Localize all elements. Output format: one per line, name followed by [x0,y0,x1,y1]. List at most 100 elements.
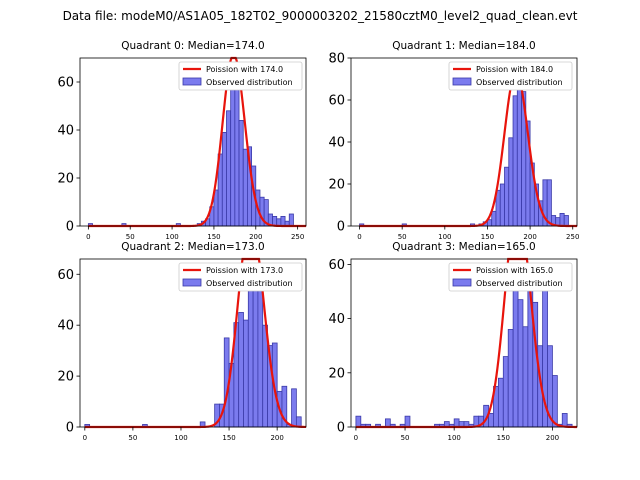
x-tick-label: 0 [86,233,90,241]
legend-curve-label: Poission with 184.0 [476,65,553,74]
axes-frame [350,258,578,428]
x-tick-label: 100 [438,233,451,241]
x-tick-label: 50 [126,233,135,241]
y-tick-label: 20 [57,370,74,385]
x-tick-label: 100 [174,434,187,442]
x-tick-label: 250 [291,233,304,241]
legend-bars-label: Observed distribution [476,279,563,288]
x-tick-label: 150 [481,233,494,241]
y-tick-label: 0 [66,421,74,436]
x-tick-label: 0 [354,434,358,442]
histogram-bar [522,326,529,428]
histogram-bar [559,212,565,227]
legend-box [178,61,303,91]
histogram-bar [404,415,411,428]
legend-curve-label: Poission with 174.0 [206,65,283,74]
legend-curve-label: Poission with 173.0 [206,266,283,275]
histogram-bar [491,210,497,227]
histogram-bar [517,299,524,428]
histogram-bar [226,110,232,227]
plot-area: 0 50 100 150 200 0 20 40 60 [57,257,307,442]
histogram-bar [512,269,519,428]
y-tick-label: 40 [328,312,345,327]
histogram-bar [512,95,518,227]
x-tick-label: 50 [128,434,137,442]
histogram-bar [497,377,504,428]
panel-title: Quadrant 3: Median=165.0 [392,241,535,253]
histogram-bar [546,179,552,227]
figure-title: Data file: modeM0/AS1A05_182T02_90000032… [63,9,578,23]
y-tick-label: 20 [57,172,74,187]
legend: Poission with 165.0 Observed distributio… [448,262,573,292]
legend-box [178,262,303,292]
legend: Poission with 173.0 Observed distributio… [178,262,303,292]
y-tick-label: 20 [328,178,345,193]
x-tick-label: 150 [207,233,220,241]
histogram-bar [234,74,240,227]
x-tick-label: 100 [165,233,178,241]
y-tick-label: 40 [57,124,74,139]
legend: Poission with 174.0 Observed distributio… [178,61,303,91]
legend-bars-swatch [452,77,472,86]
legend-bars-swatch [182,77,202,86]
legend-bars-label: Observed distribution [476,78,563,87]
histogram-bar [453,418,460,428]
histogram-bar [561,413,568,428]
y-tick-label: 60 [328,94,345,109]
histogram-bar [552,375,558,428]
histogram-bar [238,120,244,227]
panel-quadrant-0: Quadrant 0: Median=174.0 0 50 100 150 200 250… [57,40,307,241]
panel-title: Quadrant 2: Median=173.0 [121,241,264,253]
histogram-bar [247,273,254,428]
legend-bars-swatch [452,278,472,287]
x-tick-label: 50 [398,233,407,241]
histogram-bar [230,67,236,227]
y-tick-label: 0 [337,220,345,235]
histogram-bar [280,215,286,227]
x-tick-label: 250 [566,233,579,241]
histogram-bar [516,68,522,227]
histogram-bar [507,329,514,428]
histogram-bar [257,286,264,428]
histogram-bar [291,388,297,428]
legend-bars-label: Observed distribution [206,279,293,288]
histogram-bar [502,356,509,428]
x-tick-label: 50 [401,434,410,442]
x-tick-label: 150 [497,434,510,442]
legend-box [448,61,573,91]
x-tick-label: 150 [222,434,235,442]
histogram-bar [488,413,494,428]
histogram-bar [355,415,362,428]
y-tick-label: 20 [328,366,345,381]
y-tick-label: 60 [57,268,74,283]
y-tick-label: 0 [66,220,74,235]
legend-curve-label: Poission with 165.0 [476,266,553,275]
plot-area: 0 50 100 150 200 250 0 20 40 60 80 [328,52,579,242]
plot-area: 0 50 100 150 200 250 0 20 40 60 [57,56,307,241]
y-tick-label: 60 [328,258,345,273]
histogram-bar [384,418,391,428]
y-tick-label: 0 [337,421,345,436]
x-tick-label: 200 [270,434,283,442]
panel-quadrant-1: Quadrant 1: Median=184.0 0 50 100 150 200 250… [328,40,579,241]
panel-quadrant-3: Quadrant 3: Median=165.0 0 50 100 150 200 0 20… [328,241,578,442]
legend-bars-swatch [182,278,202,287]
histogram-bar [242,148,248,227]
histogram-bar [238,312,244,428]
legend: Poission with 184.0 Observed distributio… [448,61,573,91]
panel-quadrant-2: Quadrant 2: Median=173.0 0 50 100 150 200 0 20… [57,241,307,442]
x-tick-label: 100 [447,434,460,442]
panel-title: Quadrant 1: Median=184.0 [392,40,535,52]
histogram-bar [563,215,569,227]
x-tick-label: 200 [546,434,559,442]
histogram-bar [243,319,249,428]
x-tick-label: 200 [523,233,536,241]
x-tick-label: 0 [83,434,87,442]
y-tick-label: 40 [57,319,74,334]
x-tick-label: 200 [249,233,262,241]
histogram-bar [288,213,294,227]
histogram-bar [504,166,510,227]
legend-bars-label: Observed distribution [206,78,293,87]
plot-area: 0 50 100 150 200 0 20 40 60 [328,257,578,442]
